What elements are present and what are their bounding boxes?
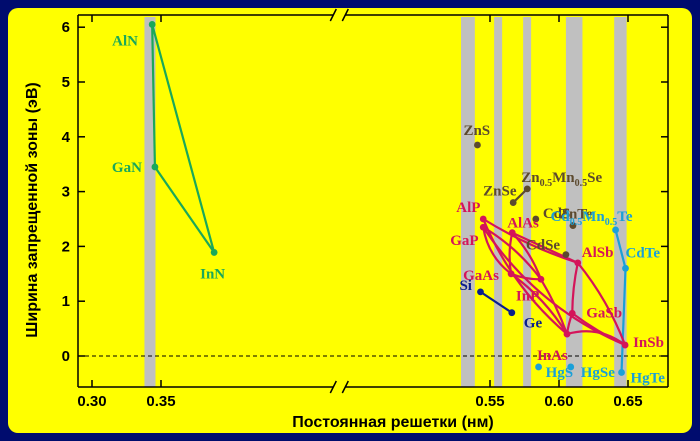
point-Si [477, 288, 484, 296]
curve-AlSb-InSb [576, 262, 627, 346]
x-tick-label-0.60: 0.60 [544, 393, 573, 410]
curve-AlN-InN [151, 24, 216, 253]
point-AlSb [574, 259, 582, 267]
label-GaN: GaN [112, 160, 142, 176]
point-InP [537, 275, 545, 283]
y-tick-label-6: 6 [62, 19, 70, 36]
bottom-axis-break-mark-1 [329, 380, 337, 394]
label-Ge: Ge [524, 316, 543, 332]
label-InP: InP [516, 288, 539, 304]
curve-AlAs-GaAs [508, 232, 514, 274]
point-CdSe [562, 251, 570, 259]
point-CdS [532, 215, 540, 223]
point-InSb [621, 341, 629, 349]
band-1 [461, 17, 475, 387]
label-GaP: GaP [450, 233, 478, 249]
y-tick-label-3: 3 [62, 184, 70, 201]
label-ZnSe: ZnSe [483, 184, 517, 200]
point-ZnTe [569, 222, 577, 229]
point-HgS [535, 363, 542, 371]
point-InN [210, 249, 218, 256]
curve-GaP-GaAs [482, 227, 512, 275]
point-Zn0.5Mn0.5Se [523, 185, 531, 193]
curve-Si-Ge [479, 290, 513, 314]
label-InSb: InSb [633, 335, 664, 351]
point-ZnS [474, 141, 481, 149]
curve-AlAs-InP [511, 231, 542, 280]
label-CdSe: CdSe [526, 238, 561, 254]
label-Si: Si [459, 278, 472, 294]
curve-AlP-InAs [482, 218, 568, 335]
curve-GaP-InP [482, 226, 542, 280]
label-HgSe: HgSe [581, 365, 616, 381]
label-CdS: CdS [543, 206, 571, 222]
label-HgS: HgS [546, 365, 574, 381]
point-CdTe [622, 264, 629, 272]
point-AlN [148, 21, 156, 28]
bottom-axis-break-mark-2 [341, 380, 349, 394]
curve-Cd0.5Mn0.5Te-CdTe [614, 229, 627, 269]
label-AlP: AlP [456, 200, 480, 216]
curve-AlSb-GaSb [571, 262, 579, 314]
point-GaP [479, 223, 487, 231]
label-CdTe: CdTe [626, 245, 661, 261]
y-tick-label-4: 4 [62, 129, 71, 146]
band-0 [144, 17, 156, 387]
label-ZnS: ZnS [463, 123, 490, 139]
x-axis-title: Постоянная решетки (нм) [292, 414, 493, 431]
band-3 [523, 17, 532, 387]
label-AlSb: AlSb [582, 245, 614, 261]
point-Cd0.5Mn0.5Te [612, 226, 619, 234]
y-tick-label-0: 0 [62, 348, 70, 365]
curve-AlN-GaN [151, 24, 157, 167]
point-HgSe [567, 363, 575, 371]
label-InAs: InAs [537, 348, 568, 364]
curve-InP-InAs [539, 278, 569, 335]
label-AlN: AlN [112, 33, 138, 49]
y-axis-title: Ширина запрещенной зоны (эВ) [24, 82, 41, 337]
label-GaSb: GaSb [586, 305, 622, 321]
point-GaN [151, 163, 159, 171]
chart-background [8, 8, 692, 433]
label-ZnTe: ZnTe [559, 207, 593, 223]
x-tick-label-0.65: 0.65 [613, 393, 642, 410]
curve-GaN-InN [154, 166, 216, 254]
y-tick-label-1: 1 [62, 293, 70, 310]
top-axis-break-mark-1 [329, 8, 337, 22]
point-HgTe [618, 369, 625, 376]
point-Ge [508, 309, 516, 317]
top-axis-break-mark-2 [341, 8, 349, 22]
label-HgTe: HgTe [631, 370, 666, 386]
x-tick-label-0.35: 0.35 [146, 393, 175, 410]
curve-GaAs-InAs [510, 272, 568, 335]
label-AlAs: AlAs [507, 216, 539, 232]
label-InN: InN [200, 266, 225, 282]
curve-CdTe-HgTe [620, 268, 627, 373]
x-tick-label-0.55: 0.55 [475, 393, 504, 410]
point-GaSb [568, 309, 576, 317]
label-Zn0.5Mn0.5Se: Zn0.5Mn0.5Se [521, 170, 602, 189]
point-AlP [479, 215, 487, 223]
point-ZnSe [509, 199, 517, 206]
y-tick-label-5: 5 [62, 74, 70, 91]
y-tick-label-2: 2 [62, 238, 70, 255]
band-2 [494, 17, 503, 387]
band-4 [565, 17, 583, 387]
x-tick-label-0.30: 0.30 [77, 393, 106, 410]
point-InAs [563, 330, 571, 338]
label-GaAs: GaAs [463, 268, 499, 284]
curve-InAs-InSb [566, 330, 626, 346]
label-Cd0.5Mn0.5Te: Cd0.5Mn0.5Te [551, 209, 633, 228]
point-AlAs [508, 229, 516, 237]
curve-AlP-AlSb [482, 218, 579, 264]
point-GaAs [507, 270, 515, 278]
